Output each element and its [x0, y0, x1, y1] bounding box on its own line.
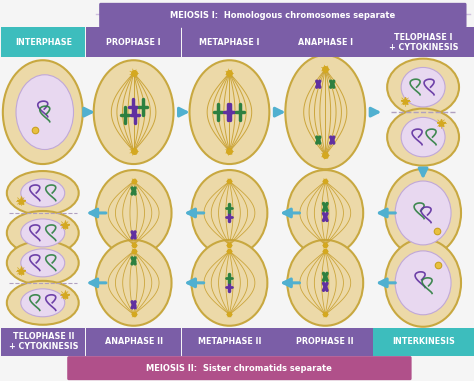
Text: METAPHASE II: METAPHASE II: [198, 337, 261, 346]
Ellipse shape: [385, 239, 461, 327]
Ellipse shape: [401, 117, 445, 157]
Ellipse shape: [395, 181, 451, 245]
Bar: [86, 27, 181, 57]
Ellipse shape: [21, 289, 65, 317]
Ellipse shape: [3, 60, 82, 164]
Ellipse shape: [190, 60, 269, 164]
Ellipse shape: [395, 251, 451, 315]
Text: PROPHASE I: PROPHASE I: [106, 38, 161, 47]
Bar: [373, 328, 474, 356]
Ellipse shape: [7, 171, 79, 215]
Bar: [1, 27, 85, 57]
Ellipse shape: [385, 169, 461, 257]
Bar: [182, 27, 277, 57]
Ellipse shape: [96, 240, 172, 326]
Ellipse shape: [191, 170, 267, 256]
Ellipse shape: [16, 75, 73, 149]
Ellipse shape: [21, 249, 65, 277]
Ellipse shape: [191, 240, 267, 326]
Text: MEIOSIS I:  Homologous chromosomes separate: MEIOSIS I: Homologous chromosomes separa…: [170, 11, 395, 20]
Text: TELOPHASE I
+ CYTOKINESIS: TELOPHASE I + CYTOKINESIS: [389, 33, 458, 51]
Text: METAPHASE I: METAPHASE I: [199, 38, 260, 47]
Text: PROPHASE II: PROPHASE II: [296, 337, 354, 346]
Ellipse shape: [7, 211, 79, 255]
Ellipse shape: [287, 240, 363, 326]
Ellipse shape: [21, 179, 65, 207]
Ellipse shape: [387, 59, 459, 116]
Ellipse shape: [94, 60, 173, 164]
Bar: [1, 328, 85, 356]
Text: TELOPHASE II
+ CYTOKINESIS: TELOPHASE II + CYTOKINESIS: [9, 332, 78, 351]
Text: ANAPHASE I: ANAPHASE I: [298, 38, 353, 47]
Bar: [86, 328, 181, 356]
Text: INTERPHASE: INTERPHASE: [15, 38, 72, 47]
Bar: [277, 328, 373, 356]
FancyBboxPatch shape: [99, 3, 466, 28]
Ellipse shape: [7, 241, 79, 285]
Ellipse shape: [287, 170, 363, 256]
FancyBboxPatch shape: [67, 356, 411, 380]
Bar: [277, 27, 373, 57]
Ellipse shape: [401, 67, 445, 107]
Ellipse shape: [387, 109, 459, 166]
Ellipse shape: [7, 281, 79, 325]
Ellipse shape: [285, 55, 365, 169]
Text: INTERKINESIS: INTERKINESIS: [392, 337, 455, 346]
Text: ANAPHASE II: ANAPHASE II: [105, 337, 163, 346]
Ellipse shape: [21, 219, 65, 247]
Text: MEIOSIS II:  Sister chromatids separate: MEIOSIS II: Sister chromatids separate: [146, 364, 332, 373]
Bar: [373, 27, 474, 57]
Bar: [182, 328, 277, 356]
Ellipse shape: [96, 170, 172, 256]
